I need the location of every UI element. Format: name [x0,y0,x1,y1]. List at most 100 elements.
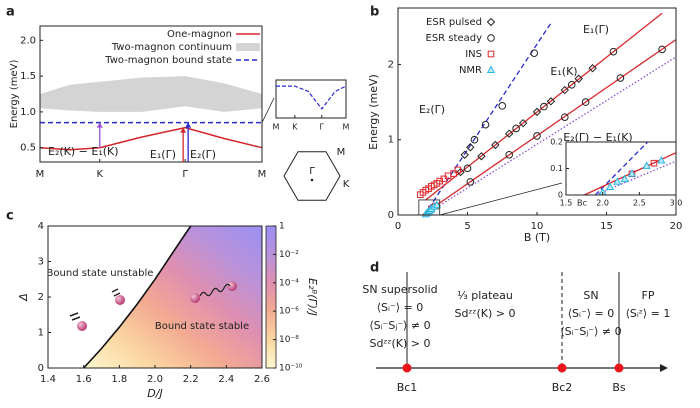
marker [629,92,635,98]
fit-line [421,39,677,216]
brillouin-zone [283,151,341,201]
critical-label: Bc1 [397,381,418,394]
inset-line [276,85,347,110]
marker [463,164,472,173]
marker [600,105,606,111]
legend-label: NMR [459,65,482,76]
marker [620,174,629,183]
marker [436,177,443,185]
marker [574,74,583,83]
marker [454,166,462,174]
marker [456,167,465,177]
zoom-arrow [439,182,563,216]
y-tick-label: 2.0 [20,35,36,46]
fit-line [424,56,677,216]
marker [432,200,442,209]
x-tick-label: 2.6 [254,374,270,385]
annotation: E₂(K) − E₁(K) [48,145,119,158]
fit-line [425,12,663,201]
phase-text: ⟨Sᵢ⁻Sⱼ⁻⟩ ≠ 0 [369,319,430,332]
y-tick-label: 1 [38,328,44,339]
line-label: E₂(Γ) [419,103,445,116]
critical-label: Bs [612,381,626,394]
annotation: E₁(Γ) [150,148,176,161]
y-tick-label: 3 [38,257,44,268]
inset-x-tick-label: Γ [320,123,325,132]
colorbar-tick-label: 10⁻⁶ [279,307,299,317]
plot-frame [39,25,263,163]
phase-text: ⟨Sᵢ⁻⟩ = 0 [568,307,615,320]
marker [530,49,539,57]
marker [560,85,570,95]
marker [487,50,495,58]
continuum-band [40,76,262,112]
inset-connector [261,97,275,123]
phase-text: ⟨Sᵢᶻ⟩ = 1 [626,307,671,320]
marker [460,150,469,159]
marker [658,45,666,54]
x-tick-label: 2.4 [218,374,234,385]
bz-label: Γ [309,166,315,177]
marker [532,107,542,117]
line-label: E₁(K) [550,65,577,78]
phase-text: ⟨Sᵢ⁻⟩ = 0 [377,301,424,314]
panel-label: c [6,209,14,224]
panel-label: a [6,5,15,20]
bz-label: K [343,179,350,190]
critical-point [557,363,567,373]
marker [450,170,457,177]
x-tick-label: K [96,169,103,180]
y-tick-label: 1.0 [20,107,36,118]
critical-point [614,363,624,373]
marker [466,143,475,152]
line-label: E₂(Γ) − E₁(K) [563,131,632,144]
inset-x-tick-label: 2.0 [596,199,609,208]
inset-y-tick-label: 0.1 [550,164,563,173]
marker [627,169,637,177]
marker [588,64,597,73]
e1-arrow-head [180,127,187,133]
marker [613,177,622,185]
marker [477,152,486,161]
spin-dashes [69,288,121,321]
marker [481,120,490,129]
marker [585,113,591,119]
x-tick-label: 10 [531,221,544,232]
y-tick-label: 2 [38,292,44,303]
marker [466,178,475,186]
marker [518,118,528,128]
zoom-box [418,199,441,216]
y-tick-label: 1 [388,135,394,146]
marker [642,161,651,169]
legend-label: Two-magnon bound state [104,55,232,66]
phase-text: SN supersolid [362,283,437,296]
phase-boundary [83,225,192,369]
marker [505,150,514,159]
marker [487,34,495,42]
colorbar-tick-label: 10⁻⁸ [279,335,299,345]
marker [695,65,700,71]
panel-label: b [370,5,379,20]
line-label: E₁(Γ) [583,23,609,36]
x-axis-label: D/J [147,387,162,400]
marker [540,102,548,111]
x-tick-label: M [258,169,267,180]
marker [546,97,556,106]
marker [659,81,665,87]
x-tick-label: Γ [182,169,188,180]
y-tick-label: 0 [388,210,394,221]
colorbar-tick-label: 10⁻¹⁰ [279,364,303,374]
marker [609,47,618,56]
y-axis-label: Δ [17,293,30,302]
marker [567,80,576,89]
marker [616,74,625,82]
x-tick-label: 2.2 [183,374,199,385]
y-tick-label: 4 [38,221,44,232]
inset-y-tick-label: 0 [558,191,563,200]
x-tick-label: M [36,169,45,180]
colorbar-label: E₂ᴮ(Γ)/J [306,278,319,316]
stable-region [83,226,262,368]
gap-arrow-head [96,122,103,128]
fit-line [423,22,552,216]
region-label: Bound state stable [155,321,249,332]
